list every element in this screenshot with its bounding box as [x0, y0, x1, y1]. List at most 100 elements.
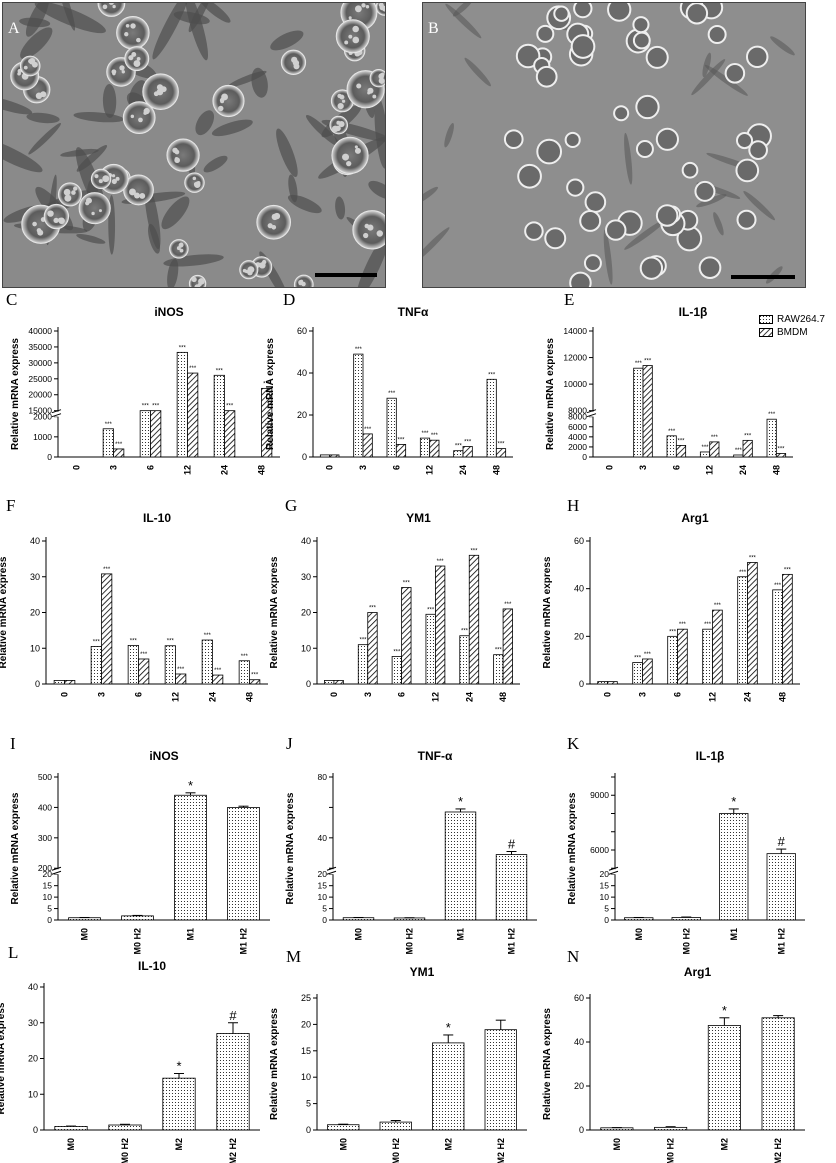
- y-tick-label: 20: [43, 869, 53, 879]
- vacuole: [40, 91, 47, 98]
- vacuole: [94, 174, 99, 179]
- cell-process: [624, 132, 633, 185]
- cell-body: [605, 219, 627, 241]
- cell-body: [517, 163, 542, 189]
- x-tick-label: 12: [171, 692, 181, 702]
- cell-process: [702, 52, 712, 78]
- vacuole: [115, 176, 120, 181]
- bar-raw264: [90, 646, 102, 685]
- significance-label: ***: [644, 359, 652, 365]
- significance-label: ***: [93, 639, 101, 645]
- bar: [671, 917, 701, 921]
- x-tick-label: M2: [174, 1138, 184, 1151]
- scale-bar: [731, 275, 795, 279]
- vacuole: [174, 157, 180, 164]
- cell-body: [503, 129, 524, 150]
- significance-label: ***: [777, 446, 785, 452]
- x-tick-label: 24: [743, 692, 753, 702]
- bar: [108, 1124, 142, 1131]
- y-tick-label: 80: [318, 772, 328, 782]
- cell-process: [227, 70, 267, 88]
- cell-body: [256, 204, 292, 240]
- cell-process: [188, 3, 211, 33]
- bar-raw264: [357, 644, 369, 685]
- vacuole: [112, 71, 116, 76]
- x-tick-label: M0: [338, 1138, 348, 1151]
- cell-body: [544, 227, 567, 250]
- axis-break-gap: [327, 869, 335, 875]
- axis-break-mark: [51, 409, 62, 414]
- vacuole: [98, 209, 102, 213]
- cell-body: [536, 138, 563, 165]
- significance-label: ***: [711, 435, 719, 441]
- cell-process: [770, 36, 795, 56]
- panel-letter: G: [285, 496, 297, 515]
- micrograph-a: [2, 2, 386, 288]
- vacuole: [354, 145, 358, 149]
- significance-label: ***: [103, 567, 111, 573]
- x-tick-label: M1: [729, 928, 739, 941]
- y-axis-label: Relative mRNA express: [567, 792, 578, 904]
- significance-label: ***: [355, 347, 363, 353]
- panel-letter: I: [10, 734, 16, 753]
- chart-title: iNOS: [149, 749, 178, 763]
- cell-process: [464, 57, 491, 87]
- y-tick-label: 9000: [590, 790, 609, 800]
- x-tick-label: 6: [397, 692, 407, 697]
- axis-break-gap: [587, 411, 595, 417]
- vacuole: [98, 179, 103, 184]
- y-tick-label: 2000: [568, 442, 587, 452]
- x-tick-label: M2: [443, 1138, 453, 1151]
- bar-raw264: [597, 681, 608, 685]
- x-tick-label: 6: [673, 692, 683, 697]
- y-axis-label: Relative mRNA express: [0, 556, 9, 668]
- vacuole: [58, 217, 63, 222]
- cell-body: [639, 256, 664, 280]
- bar-bmdm: [782, 573, 793, 685]
- chart-panel-n: N Arg1 Relative mRNA express 0 20 40 60 M0 M0 H2…: [542, 947, 805, 1163]
- micrograph-b: [422, 2, 806, 288]
- bar-bmdm: [333, 680, 344, 685]
- significance-label: ***: [668, 429, 676, 435]
- legend: RAW264.7 BMDM: [759, 313, 825, 339]
- bar-bmdm: [435, 565, 446, 685]
- vacuole: [352, 36, 360, 44]
- bar-raw264: [493, 654, 504, 685]
- vacuole: [218, 105, 224, 112]
- chart-panel-k: K IL-1β Relative mRNA express 6000 9000 05 101…: [567, 734, 805, 955]
- vacuole: [352, 25, 359, 33]
- bar-raw264: [201, 639, 213, 685]
- significance-label: ***: [735, 448, 743, 454]
- x-tick-label: 48: [778, 692, 788, 702]
- significance-label: ***: [167, 639, 175, 645]
- cell-body: [515, 43, 541, 69]
- vacuole: [125, 23, 130, 28]
- bar-bmdm: [395, 443, 407, 458]
- bar-raw264: [53, 680, 65, 685]
- bar-raw264: [702, 628, 713, 685]
- x-tick-label: M0 H2: [681, 928, 691, 955]
- y-tick-label: 0: [302, 452, 307, 462]
- cell-process: [148, 223, 161, 254]
- x-tick-label: M1: [456, 928, 466, 941]
- y-tick-label: 15: [301, 1046, 311, 1056]
- vacuole: [17, 71, 21, 76]
- bar-raw264: [425, 613, 436, 685]
- legend-label-bmdm: BMDM: [777, 327, 808, 338]
- cell-process: [167, 258, 179, 287]
- x-tick-label: M1 H2: [507, 928, 517, 955]
- vacuole: [271, 213, 278, 221]
- bar-raw264: [486, 378, 497, 458]
- bar-bmdm: [709, 441, 720, 458]
- vacuole: [342, 153, 350, 161]
- scale-bar: [315, 273, 377, 277]
- panel-letter: J: [286, 734, 293, 753]
- cell-body: [724, 63, 746, 84]
- bar-raw264: [633, 367, 644, 458]
- chart-panel-f: F IL-10 Relative mRNA express 0 10 20 30 40 0 ***…: [0, 496, 268, 702]
- cell-process: [374, 96, 385, 169]
- y-tick-label: 40: [301, 536, 311, 546]
- y-tick-label: 30: [301, 572, 311, 582]
- cell-process: [76, 233, 106, 244]
